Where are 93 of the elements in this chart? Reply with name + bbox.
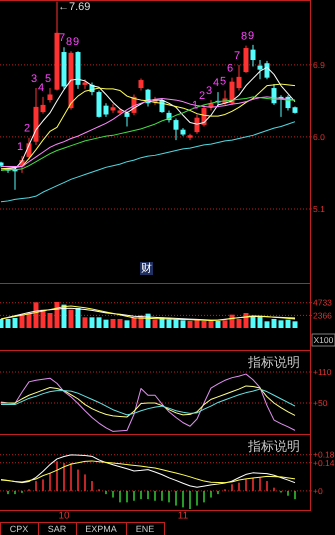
- bar: [0, 319, 4, 328]
- bar: [286, 320, 290, 328]
- text: 7: [234, 50, 240, 62]
- bar: [6, 319, 10, 328]
- candlestick: [138, 78, 144, 91]
- candlestick: [258, 60, 262, 80]
- text: 4: [38, 82, 44, 94]
- text: 9: [248, 30, 254, 42]
- bar: [236, 319, 242, 328]
- y-tick-label: 6.9: [313, 60, 326, 70]
- bar: [166, 320, 172, 328]
- text: 8: [240, 30, 248, 43]
- candlestick: [236, 64, 242, 91]
- bar: [278, 320, 284, 328]
- text: 5: [220, 75, 226, 88]
- text: 3: [206, 85, 212, 98]
- bar: [48, 312, 52, 328]
- x-tick-label: 11: [178, 510, 189, 522]
- text: X100: [314, 335, 334, 345]
- bar: [82, 317, 88, 328]
- annotation: ←7.69: [58, 1, 90, 13]
- bar: [230, 314, 234, 328]
- bar: [90, 317, 94, 328]
- bar: [104, 320, 108, 328]
- y-tick-label: +0.14: [313, 458, 335, 468]
- y-tick-label: +50: [313, 398, 328, 408]
- candlestick: [82, 78, 88, 90]
- text: 3: [30, 73, 38, 86]
- bar: [12, 318, 18, 328]
- text: 5: [44, 73, 52, 86]
- text: 2: [198, 90, 206, 102]
- candlestick: [264, 60, 270, 80]
- y-tick-label: +0: [313, 486, 323, 496]
- text: 8: [66, 36, 72, 48]
- line-series: [0, 454, 296, 488]
- tab: EXPMA: [76, 522, 127, 535]
- candlestick: [230, 77, 234, 106]
- chart-title: 指标说明: [247, 354, 300, 370]
- y-tick-label: 4733: [313, 298, 332, 308]
- bar: [250, 317, 256, 328]
- x-tick-label: 10: [58, 510, 70, 522]
- bar: [34, 302, 38, 328]
- bar: [68, 310, 74, 328]
- text: 6: [226, 62, 234, 75]
- bar: [26, 312, 32, 328]
- candlestick: [250, 44, 256, 67]
- bar: [124, 320, 130, 328]
- tab: SAR: [38, 522, 77, 535]
- bar: [118, 319, 122, 328]
- bar: [208, 321, 214, 328]
- text: 7: [58, 32, 66, 44]
- bar: [244, 312, 248, 328]
- bar: [110, 319, 116, 328]
- bar: [62, 304, 66, 328]
- y-tick-label: 2366: [313, 310, 332, 320]
- bar: [40, 310, 46, 328]
- bar: [292, 321, 298, 328]
- bar: [152, 320, 158, 328]
- bar: [96, 317, 102, 328]
- bar: [216, 321, 220, 328]
- y-tick-label: 6.0: [313, 132, 326, 142]
- bar: [188, 321, 192, 328]
- text: 1: [16, 141, 24, 154]
- candlestick: [124, 110, 130, 127]
- candlestick: [48, 88, 52, 103]
- text: 4: [212, 77, 220, 90]
- text: 2: [24, 122, 30, 135]
- line-series: [0, 121, 296, 202]
- candlestick: [40, 96, 46, 114]
- bar: [20, 314, 24, 328]
- candlestick: [174, 118, 178, 141]
- bar: [258, 317, 262, 328]
- bar: [272, 319, 276, 328]
- bar: [54, 302, 60, 328]
- y-tick-label: +110: [313, 367, 332, 378]
- bar: [174, 320, 178, 328]
- tab: CPX: [0, 522, 39, 535]
- text: 9: [72, 36, 80, 48]
- tab: ENE: [126, 522, 165, 535]
- bar: [76, 308, 80, 328]
- line-series: [0, 374, 296, 432]
- chart-title: 指标说明: [247, 438, 300, 454]
- candlestick: [104, 102, 108, 118]
- bar: [222, 320, 228, 328]
- bar: [180, 320, 186, 328]
- y-tick-label: +0.18: [313, 450, 335, 460]
- bar: [132, 317, 136, 328]
- candlestick: [194, 114, 200, 134]
- line-series: [0, 460, 296, 484]
- bar: [264, 321, 270, 328]
- annotation: 财: [141, 262, 152, 274]
- y-tick-label: 5.1: [313, 204, 326, 214]
- bar: [202, 321, 206, 328]
